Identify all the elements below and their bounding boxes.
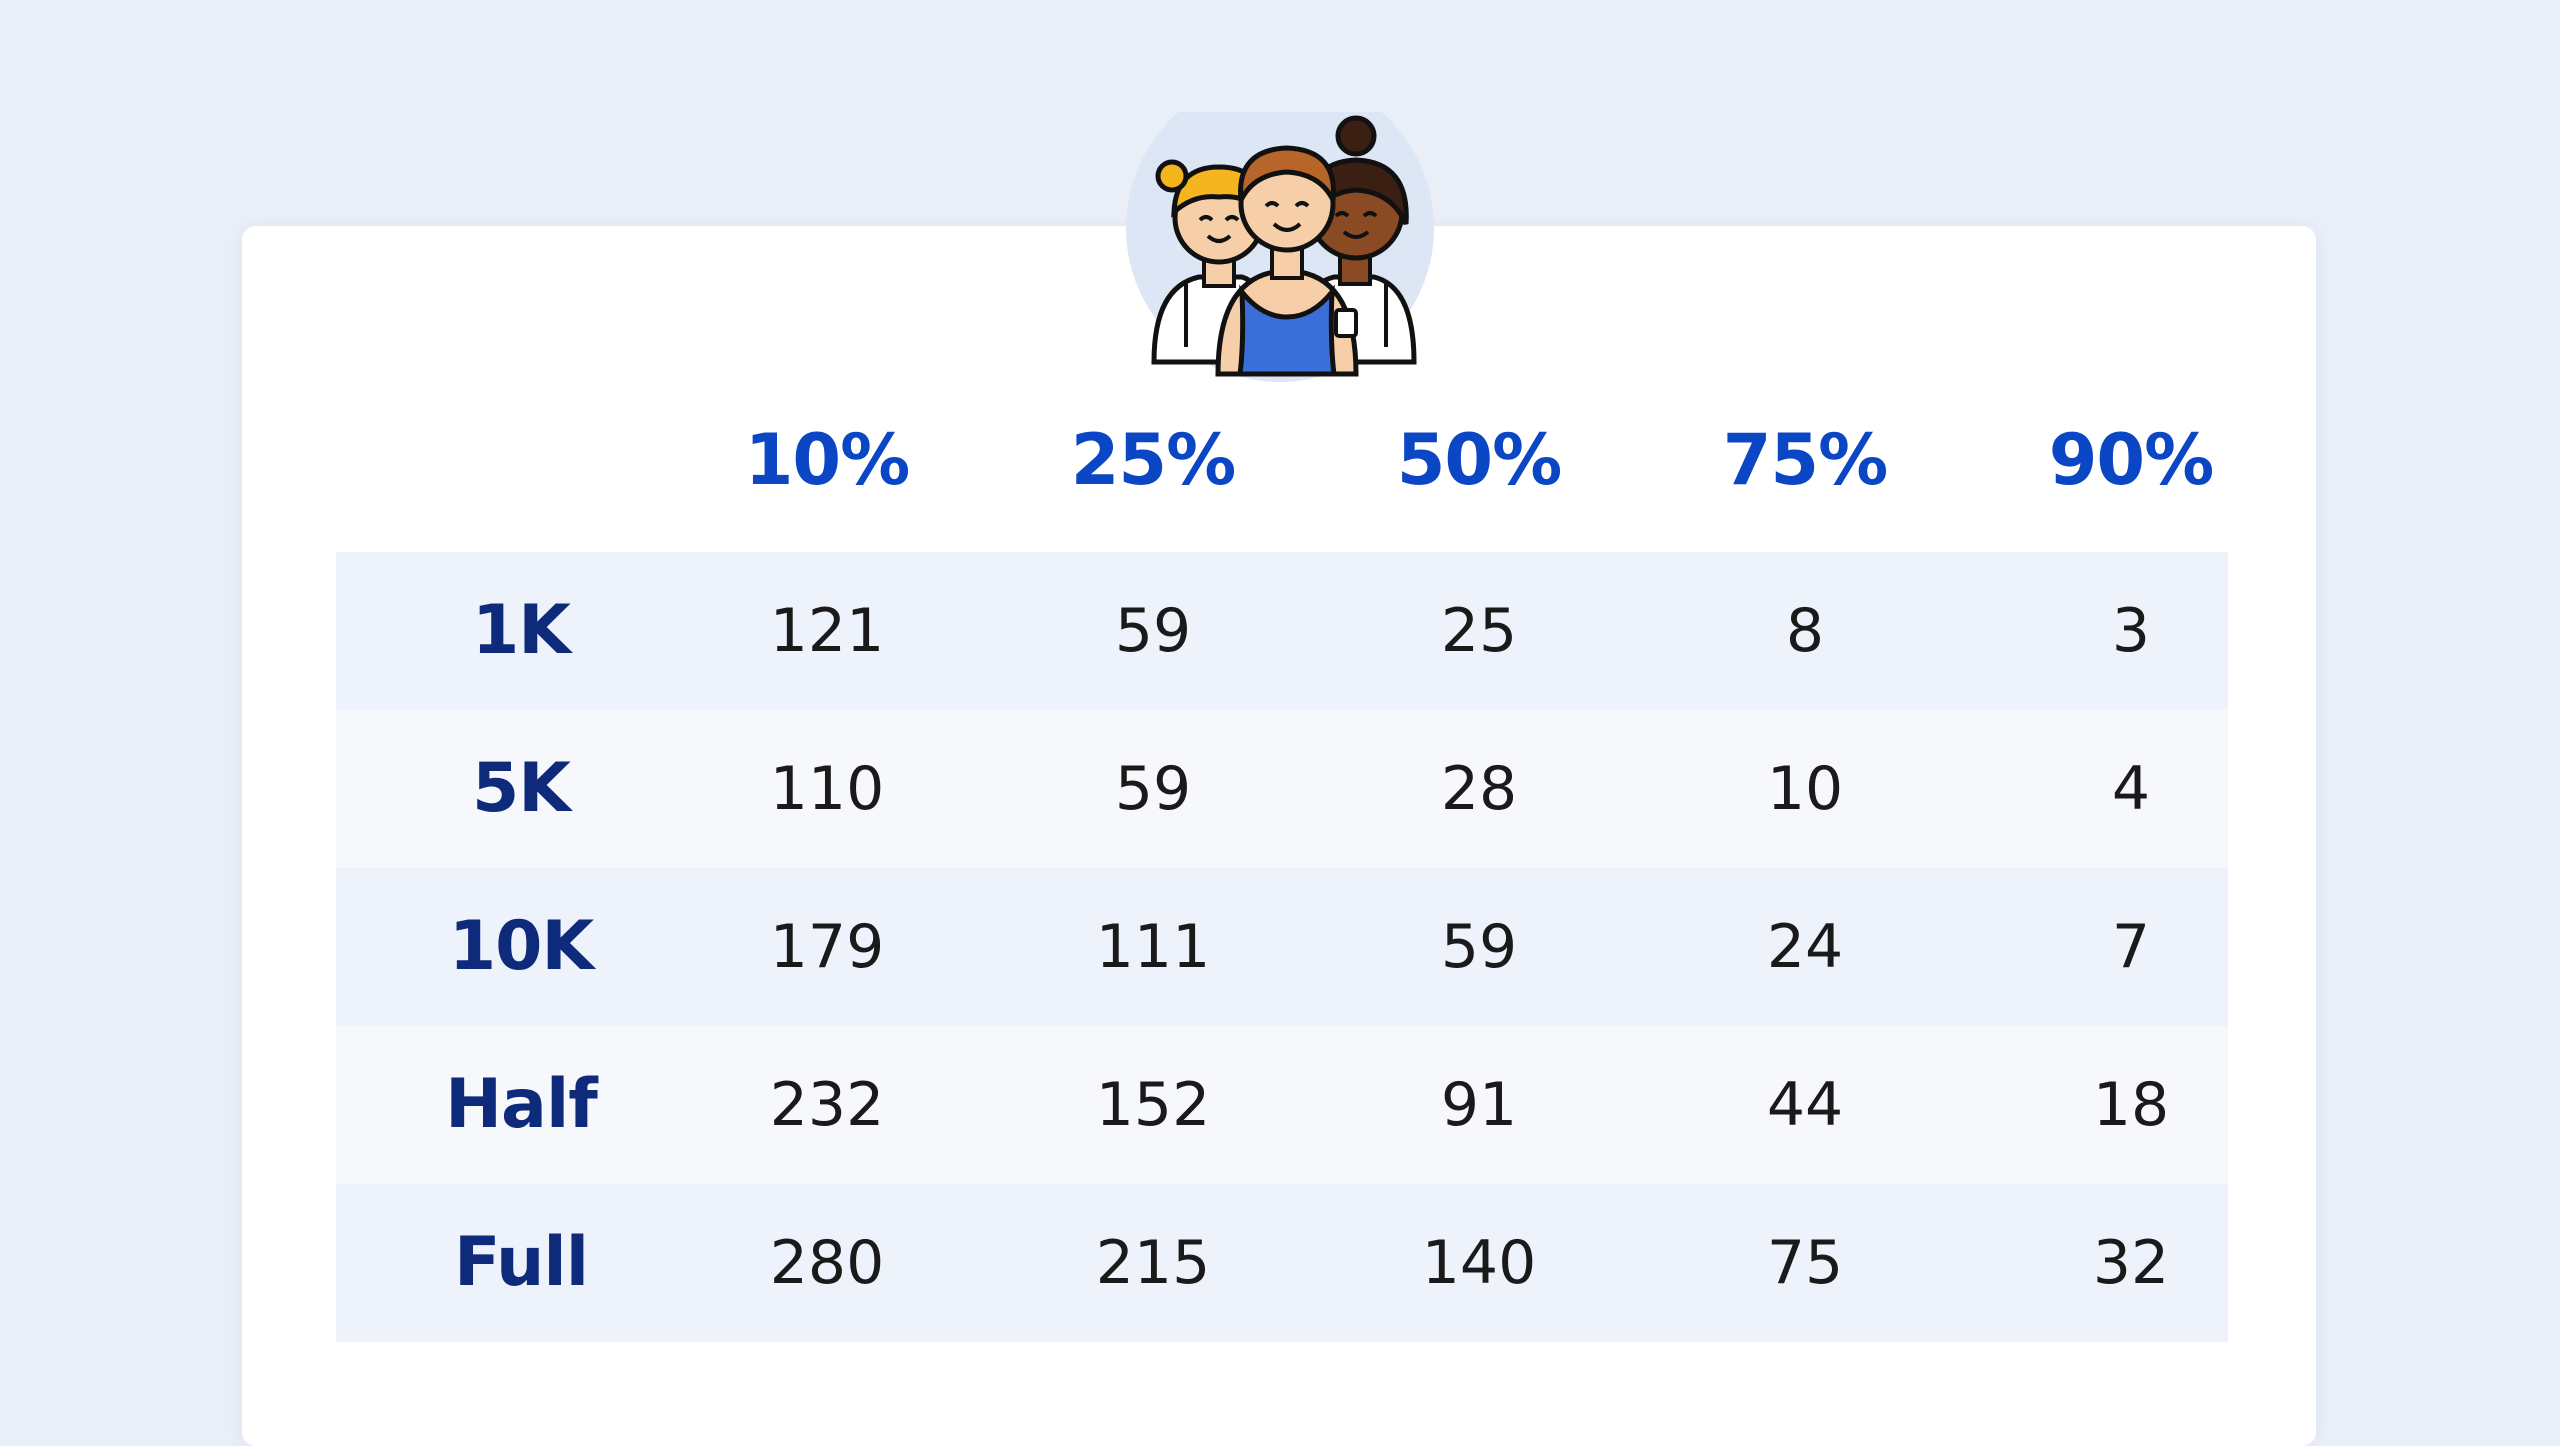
table-cell: 8 — [1785, 596, 1825, 666]
table-cell: 111 — [1095, 912, 1211, 982]
column-header-90pct: 90% — [2048, 419, 2215, 501]
table-row: 1K 121 59 25 8 3 — [336, 552, 2228, 710]
table-cell: 10 — [1766, 754, 1844, 824]
table-cell: 32 — [2092, 1228, 2170, 1298]
table-cell: 232 — [769, 1070, 885, 1140]
table-cell: 18 — [2092, 1070, 2170, 1140]
table-cell: 280 — [769, 1228, 885, 1298]
table-cell: 75 — [1766, 1228, 1844, 1298]
table-cell: 121 — [769, 596, 885, 666]
table-cell: 215 — [1095, 1228, 1211, 1298]
table-cell: 59 — [1440, 912, 1518, 982]
table-cell: 7 — [2111, 912, 2151, 982]
table-cell: 25 — [1440, 596, 1518, 666]
table-cell: 179 — [769, 912, 885, 982]
table-row: 10K 179 111 59 24 7 — [336, 868, 2228, 1026]
table-cell: 3 — [2111, 596, 2151, 666]
table-cell: 140 — [1421, 1228, 1537, 1298]
runners-avatar — [1124, 112, 1436, 384]
row-label: Half — [445, 1065, 598, 1144]
table-cell: 91 — [1440, 1070, 1518, 1140]
table-cell: 152 — [1095, 1070, 1211, 1140]
group-of-three-runners-icon — [1126, 112, 1434, 382]
table-row: 5K 110 59 28 10 4 — [336, 710, 2228, 868]
percentile-table: 1K 121 59 25 8 3 5K 110 59 28 10 4 10K 179 111 59 24 7 Hal… — [336, 552, 2228, 1342]
column-header-50pct: 50% — [1396, 419, 1563, 501]
column-header-25pct: 25% — [1070, 419, 1237, 501]
table-cell: 44 — [1766, 1070, 1844, 1140]
row-label: 10K — [448, 907, 594, 986]
column-header-10pct: 10% — [744, 419, 911, 501]
column-header-75pct: 75% — [1722, 419, 1889, 501]
table-cell: 110 — [769, 754, 885, 824]
table-row: Full 280 215 140 75 32 — [336, 1184, 2228, 1342]
table-cell: 59 — [1114, 596, 1192, 666]
row-label: 5K — [471, 749, 571, 828]
row-label: 1K — [471, 591, 571, 670]
table-cell: 59 — [1114, 754, 1192, 824]
table-cell: 4 — [2111, 754, 2151, 824]
table-cell: 24 — [1766, 912, 1844, 982]
table-cell: 28 — [1440, 754, 1518, 824]
row-label: Full — [453, 1223, 589, 1302]
table-row: Half 232 152 91 44 18 — [336, 1026, 2228, 1184]
